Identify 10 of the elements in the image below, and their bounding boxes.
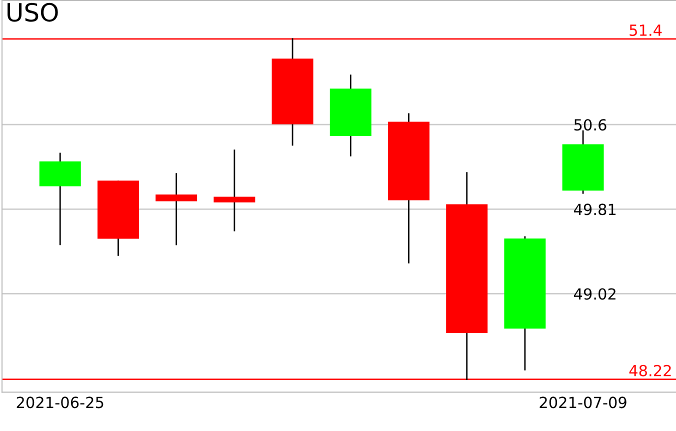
- x-tick-label: 2021-06-25: [16, 396, 104, 408]
- x-tick-label: 2021-07-09: [540, 396, 626, 408]
- chart-title: USO: [8, 2, 58, 22]
- y-tick-label: 49.02: [574, 288, 616, 300]
- ref-line-label: 48.22: [629, 364, 671, 376]
- candlestick: [156, 173, 198, 246]
- ref-line-label: 51.4: [630, 24, 662, 36]
- candlestick: [214, 150, 256, 232]
- y-tick-label: 50.6: [574, 119, 606, 131]
- y-tick-label: 49.81: [574, 204, 616, 216]
